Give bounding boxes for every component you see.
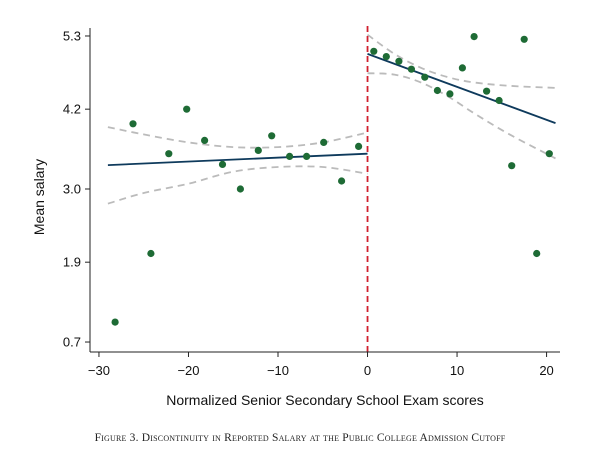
fit-line-left: [107, 152, 368, 166]
x-tick-label: −30: [88, 363, 110, 378]
y-tick-label: 1.9: [63, 255, 81, 270]
y-tick-label: 5.3: [63, 28, 81, 43]
data-point: [320, 138, 328, 146]
data-point: [201, 136, 209, 144]
x-axis-title: Normalized Senior Secondary School Exam …: [166, 392, 483, 408]
x-tick-label: 0: [364, 363, 371, 378]
data-point: [129, 120, 137, 128]
data-point: [545, 150, 553, 158]
fit-lines: [107, 53, 556, 166]
data-point: [268, 132, 276, 140]
ci-left-upper-line: [107, 126, 368, 149]
data-point: [183, 105, 191, 113]
data-point: [458, 64, 466, 72]
x-tick-label: −10: [267, 363, 289, 378]
data-point: [218, 160, 227, 168]
y-axis-title: Mean salary: [31, 159, 47, 235]
data-point: [495, 96, 503, 105]
figure-caption: Figure 3. Discontinuity in Reported Sala…: [94, 432, 506, 444]
axes: 0.7 1.9 3.0 4.2 5.3 −30 −20 −10 0 10 20: [63, 28, 560, 378]
data-point: [382, 53, 390, 61]
data-point: [508, 162, 516, 170]
data-point: [395, 57, 403, 65]
x-tick-label: −20: [177, 363, 199, 378]
data-point: [165, 150, 173, 158]
confidence-bands: [107, 33, 556, 205]
x-tick-label: 10: [450, 363, 464, 378]
data-point: [446, 90, 454, 98]
y-tick-label: 4.2: [63, 102, 81, 117]
data-point: [338, 177, 346, 185]
data-point: [147, 249, 155, 258]
data-point: [355, 142, 363, 150]
data-point: [483, 87, 491, 95]
data-point: [370, 47, 378, 55]
data-point: [236, 185, 244, 193]
data-point: [421, 73, 429, 81]
data-point: [254, 146, 262, 154]
data-point: [286, 152, 294, 160]
data-point: [303, 152, 311, 160]
data-point: [407, 65, 415, 73]
data-point: [111, 318, 119, 326]
y-tick-label: 0.7: [63, 335, 81, 350]
data-point: [470, 33, 478, 41]
fit-line-right: [367, 53, 556, 124]
data-points: [111, 33, 553, 326]
data-point: [520, 35, 528, 43]
ci-left-lower-line: [107, 165, 368, 205]
y-tick-label: 3.0: [63, 182, 81, 197]
x-tick-label: 20: [539, 363, 553, 378]
data-point: [433, 86, 441, 95]
data-point: [533, 249, 541, 258]
